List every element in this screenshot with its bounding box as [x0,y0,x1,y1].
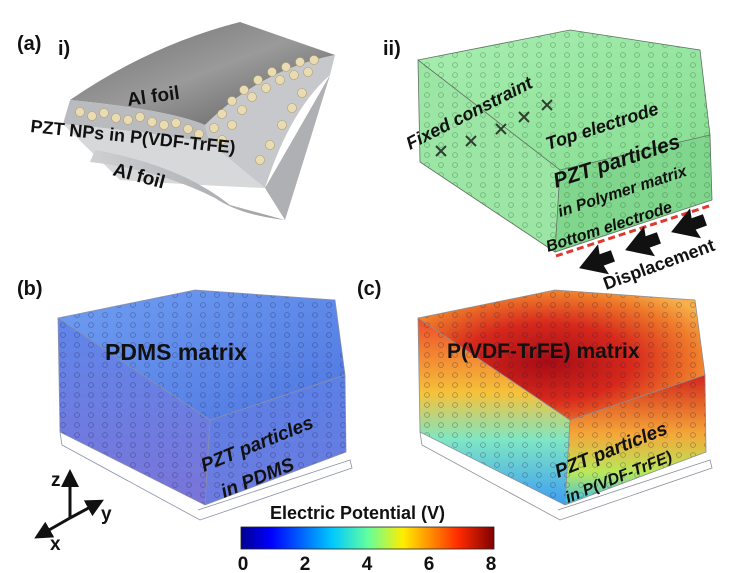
top-foil-edge [63,100,210,143]
panel-label-c: (c) [357,278,381,300]
panel-label-ii: ii) [383,38,401,60]
z-axis-label: z [51,470,61,491]
colorbar-tick-label: 6 [424,554,435,573]
bottom-foil-side [265,75,330,220]
x-axis-label: x [50,534,61,555]
fixed-constraint-marks [435,99,553,157]
laminate-diagram [63,22,335,220]
panel-label-b: (b) [17,278,43,300]
colorbar-ticks: 0 2 4 6 8 [238,554,497,573]
panel-label-a: (a) [17,33,41,55]
colorbar-title: Electric Potential (V) [270,503,445,523]
colorbar-tick-label: 0 [238,554,249,573]
simulation-box-pvdf [416,289,713,521]
colorbar-tick-label: 8 [486,554,497,573]
simulation-box-pdms [56,289,353,521]
composite-layer [63,124,265,188]
pdms-matrix-label: PDMS matrix [105,339,247,365]
colorbar-tick-label: 2 [300,554,311,573]
axis-triad [34,469,104,539]
pvdf-matrix-label: P(VDF-TrFE) matrix [447,340,640,363]
pzt-nanoparticles [75,55,319,165]
top-foil-shape [70,22,335,125]
displacement-arrows [579,208,707,275]
y-axis-arrow [69,499,104,520]
simulation-box-green [417,29,713,258]
y-axis-label: y [101,504,112,525]
colorbar-tick-label: 4 [362,554,373,573]
colorbar-gradient [240,526,495,550]
panel-label-i: i) [58,38,70,60]
x-axis-arrow [34,516,71,539]
bottom-foil-shape [90,150,285,220]
